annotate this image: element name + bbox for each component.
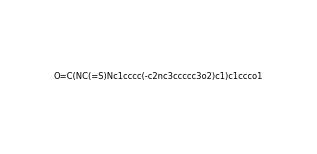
Text: O=C(NC(=S)Nc1cccc(-c2nc3ccccc3o2)c1)c1ccco1: O=C(NC(=S)Nc1cccc(-c2nc3ccccc3o2)c1)c1cc… [54,73,263,81]
